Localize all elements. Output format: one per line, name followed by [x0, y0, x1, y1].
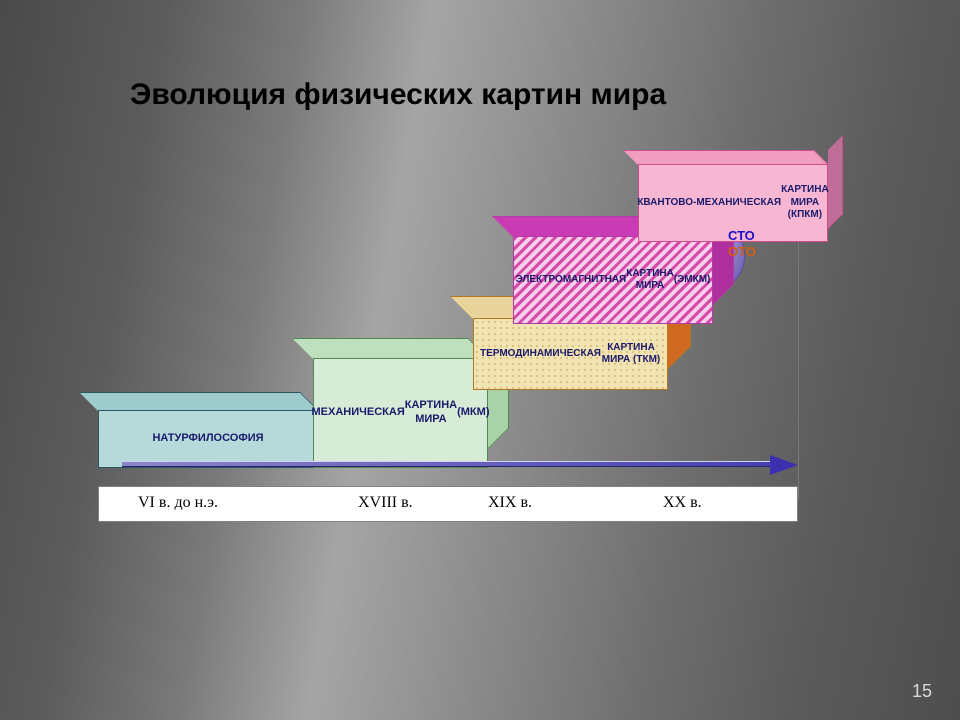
block-label-emkm: ЭЛЕКТРОМАГНИТНАЯКАРТИНА МИРА(ЭМКМ) — [513, 236, 713, 324]
block-naturphil: НАТУРФИЛОСОФИЯ — [98, 410, 318, 468]
block-emkm: ЭЛЕКТРОМАГНИТНАЯКАРТИНА МИРА(ЭМКМ) — [513, 236, 713, 324]
evolution-diagram: НАТУРФИЛОСОФИЯМЕХАНИЧЕСКАЯКАРТИНА МИРА(М… — [98, 148, 818, 508]
block-label-mkm: МЕХАНИЧЕСКАЯКАРТИНА МИРА(МКМ) — [313, 358, 488, 468]
timeline-arrow — [122, 461, 770, 467]
timeline-label-1: XVIII в. — [358, 494, 413, 512]
slide-title: Эволюция физических картин мира — [130, 78, 666, 112]
page-number: 15 — [912, 681, 932, 702]
block-label-naturphil: НАТУРФИЛОСОФИЯ — [98, 410, 318, 468]
block-label-tkm: ТЕРМОДИНАМИЧЕСКАЯКАРТИНА МИРА (ТКМ) — [473, 318, 668, 390]
timeline-label-2: XIX в. — [488, 494, 532, 512]
slide: Эволюция физических картин мира НАТУРФИЛ… — [0, 0, 960, 720]
timeline-arrow-head — [770, 455, 798, 475]
block-tkm: ТЕРМОДИНАМИЧЕСКАЯКАРТИНА МИРА (ТКМ) — [473, 318, 668, 390]
timeline-label-3: XX в. — [663, 494, 702, 512]
relativity-label: СТООТО — [728, 228, 756, 259]
timeline-label-0: VI в. до н.э. — [138, 494, 218, 512]
block-mkm: МЕХАНИЧЕСКАЯКАРТИНА МИРА(МКМ) — [313, 358, 488, 468]
